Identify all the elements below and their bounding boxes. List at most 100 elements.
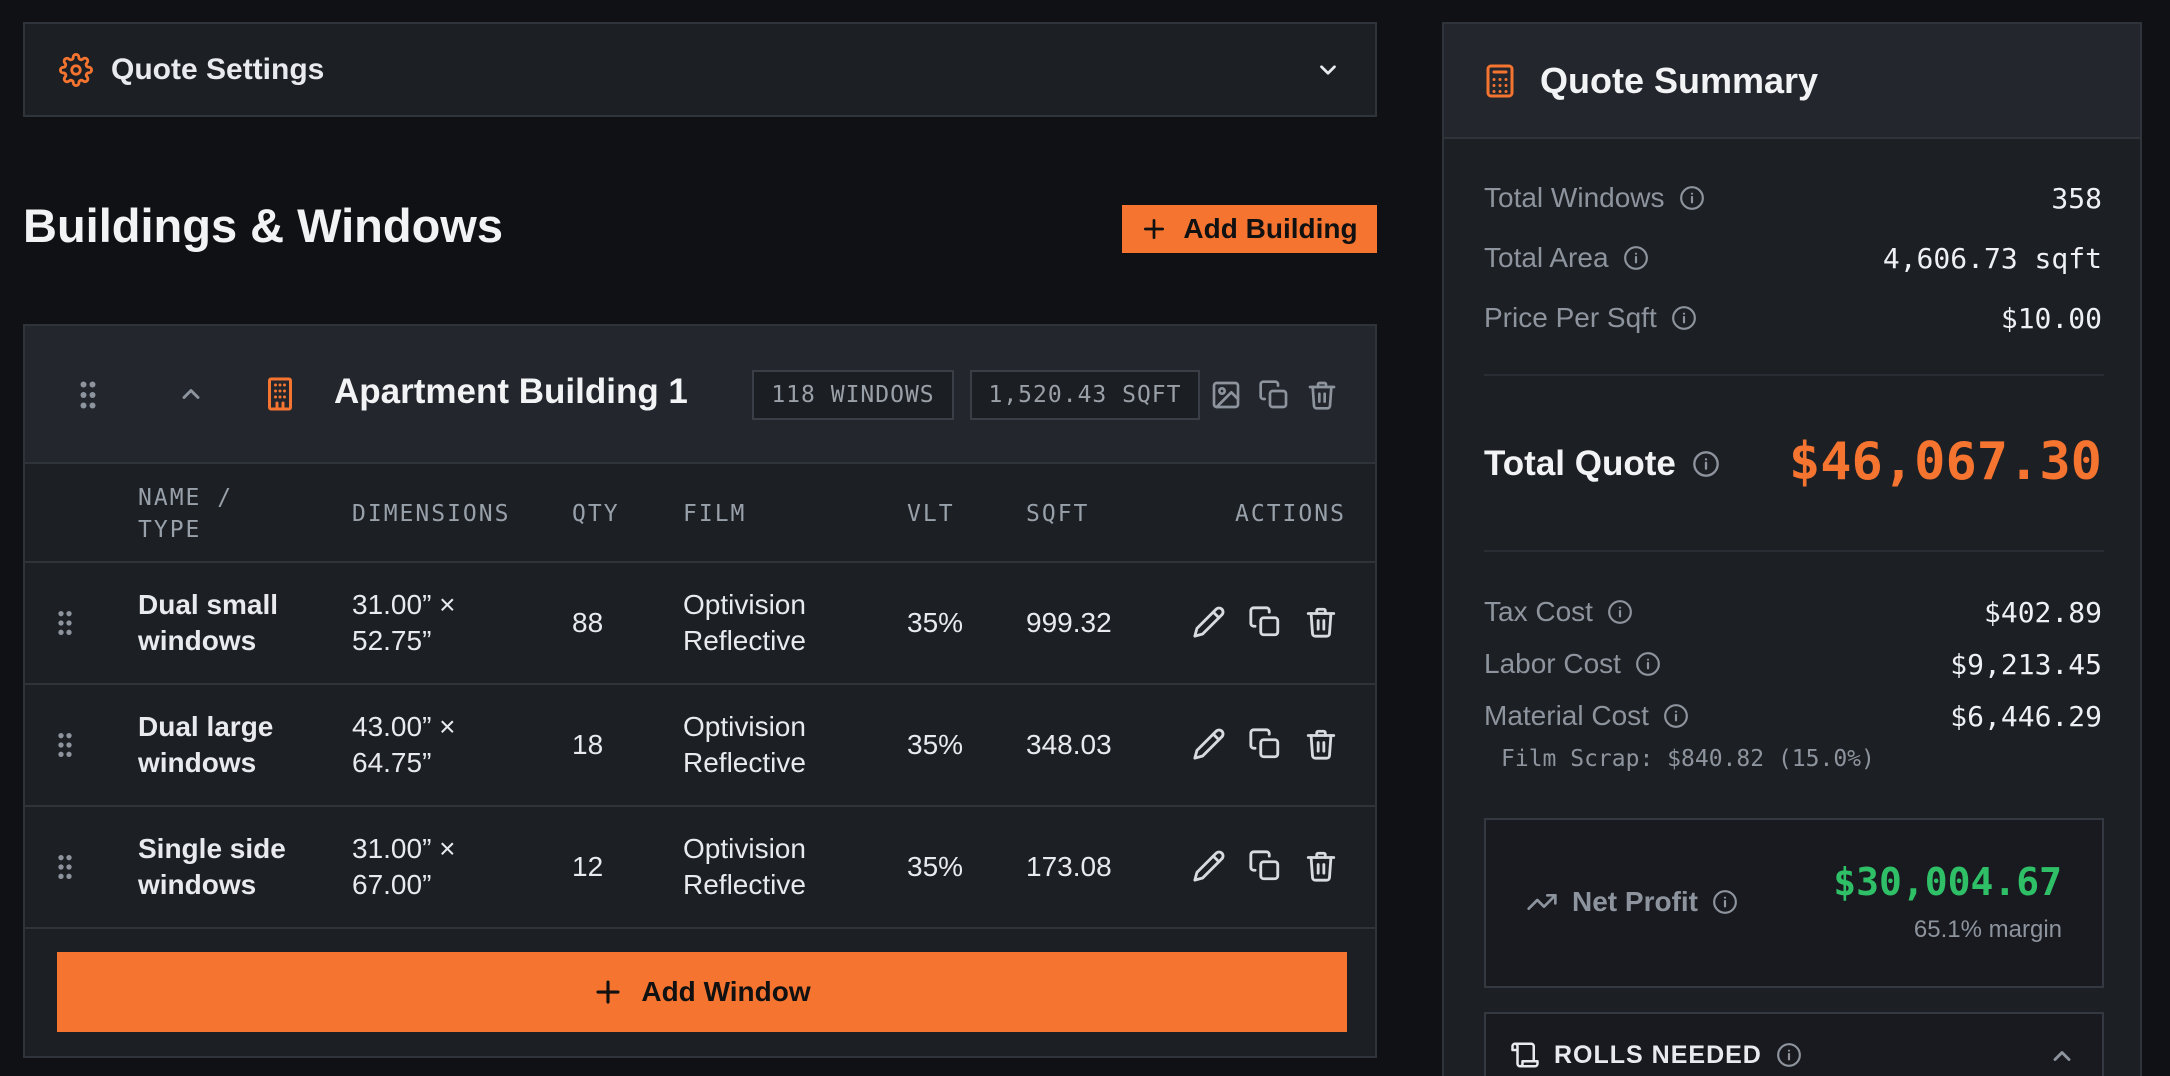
edit-icon[interactable] <box>1192 605 1226 639</box>
chevron-up-icon[interactable] <box>177 380 205 408</box>
window-qty: 12 <box>572 851 604 882</box>
calculator-icon <box>1482 62 1518 100</box>
window-vlt: 35% <box>907 851 964 882</box>
table-row: Single side windows 31.00” × 67.00” 12 O… <box>25 807 1375 929</box>
quote-summary-panel: Quote Summary Total Windows 358 Total Ar… <box>1442 22 2142 1076</box>
column-header-sqft: SQFT <box>1026 501 1090 527</box>
chevron-down-icon[interactable] <box>1315 57 1341 83</box>
column-header-vlt: VLT <box>907 501 955 527</box>
drag-handle-icon[interactable] <box>79 380 97 410</box>
trash-icon[interactable] <box>1304 727 1338 761</box>
duplicate-building-icon[interactable] <box>1258 379 1290 411</box>
quote-settings-title: Quote Settings <box>111 52 325 86</box>
column-header-dimensions: DIMENSIONS <box>352 501 511 527</box>
profit-margin: 65.1% margin <box>1913 916 2062 943</box>
info-icon[interactable] <box>1635 651 1661 677</box>
edit-icon[interactable] <box>1192 849 1226 883</box>
copy-icon[interactable] <box>1248 605 1282 639</box>
tax-cost-label: Tax Cost <box>1484 596 1593 627</box>
trash-icon[interactable] <box>1304 849 1338 883</box>
info-icon[interactable] <box>1623 245 1649 271</box>
image-icon[interactable] <box>1210 379 1242 411</box>
building-icon <box>262 376 298 412</box>
add-window-button[interactable]: Add Window <box>57 952 1347 1032</box>
quote-summary-header: Quote Summary <box>1444 24 2140 139</box>
window-name: Single side windows <box>138 833 286 900</box>
row-drag-handle-icon[interactable] <box>57 853 73 881</box>
chevron-up-icon[interactable] <box>2048 1042 2076 1070</box>
info-icon[interactable] <box>1607 599 1633 625</box>
quote-summary-title: Quote Summary <box>1540 60 1819 101</box>
total-quote-label: Total Quote <box>1484 444 1676 483</box>
labor-cost-row: Labor Cost <box>1484 648 1661 680</box>
building-name: Apartment Building 1 <box>334 372 688 411</box>
material-cost-row: Material Cost <box>1484 700 1689 732</box>
total-area-label: Total Area <box>1484 242 1609 273</box>
window-name: Dual small windows <box>138 589 279 656</box>
section-title: Buildings & Windows <box>23 199 503 252</box>
trash-icon[interactable] <box>1304 605 1338 639</box>
total-quote-row: Total Quote <box>1484 444 1720 484</box>
plus-icon <box>1141 216 1167 242</box>
window-qty: 88 <box>572 607 604 638</box>
total-windows-label: Total Windows <box>1484 182 1665 213</box>
window-film: Optivision Reflective <box>683 833 806 900</box>
building-card: Apartment Building 1 118 WINDOWS 1,520.4… <box>23 324 1377 1058</box>
total-quote-value: $46,067.30 <box>1788 432 2102 492</box>
row-actions <box>1192 849 1338 883</box>
net-profit-row: Net Profit <box>1526 886 1738 918</box>
tax-cost-value: $402.89 <box>1983 596 2102 629</box>
window-vlt: 35% <box>907 607 964 638</box>
table-row: Dual large windows 43.00” × 64.75” 18 Op… <box>25 685 1375 807</box>
window-sqft: 173.08 <box>1026 851 1112 882</box>
building-header: Apartment Building 1 118 WINDOWS 1,520.4… <box>25 326 1375 464</box>
info-icon[interactable] <box>1712 889 1738 915</box>
window-dimensions: 31.00” × 52.75” <box>352 589 456 656</box>
total-area-row: Total Area <box>1484 242 1649 274</box>
window-film: Optivision Reflective <box>683 711 806 778</box>
quote-settings-toggle[interactable]: Quote Settings <box>23 22 1377 117</box>
net-profit-label: Net Profit <box>1572 886 1698 917</box>
rolls-needed-label: ROLLS NEEDED <box>1554 1040 1762 1069</box>
window-vlt: 35% <box>907 729 964 760</box>
windows-count-badge: 118 WINDOWS <box>752 370 954 420</box>
table-row: Dual small windows 31.00” × 52.75” 88 Op… <box>25 563 1375 685</box>
info-icon[interactable] <box>1692 450 1720 478</box>
net-profit-value: $30,004.67 <box>1833 860 2062 904</box>
labor-cost-label: Labor Cost <box>1484 648 1621 679</box>
gear-icon <box>59 52 93 87</box>
row-drag-handle-icon[interactable] <box>57 609 73 637</box>
total-windows-value: 358 <box>2051 182 2102 215</box>
info-icon[interactable] <box>1663 703 1689 729</box>
info-icon[interactable] <box>1776 1042 1802 1068</box>
labor-cost-value: $9,213.45 <box>1950 648 2102 681</box>
rolls-needed-section[interactable]: ROLLS NEEDED <box>1484 1012 2104 1076</box>
price-per-sqft-label: Price Per Sqft <box>1484 302 1657 333</box>
sqft-badge: 1,520.43 SQFT <box>970 370 1200 420</box>
window-sqft: 348.03 <box>1026 729 1112 760</box>
info-icon[interactable] <box>1671 305 1697 331</box>
column-header-qty: QTY <box>572 501 620 527</box>
window-sqft: 999.32 <box>1026 607 1112 638</box>
copy-icon[interactable] <box>1248 727 1282 761</box>
add-building-button[interactable]: Add Building <box>1122 205 1377 253</box>
plus-icon <box>593 977 623 1007</box>
column-header-actions: ACTIONS <box>1235 501 1346 527</box>
window-film: Optivision Reflective <box>683 589 806 656</box>
delete-building-icon[interactable] <box>1306 379 1338 411</box>
price-per-sqft-value: $10.00 <box>2000 302 2102 335</box>
price-per-sqft-row: Price Per Sqft <box>1484 302 1697 334</box>
edit-icon[interactable] <box>1192 727 1226 761</box>
row-drag-handle-icon[interactable] <box>57 731 73 759</box>
window-dimensions: 31.00” × 67.00” <box>352 833 456 900</box>
net-profit-card: Net Profit $30,004.67 65.1% margin <box>1484 818 2104 988</box>
info-icon[interactable] <box>1679 185 1705 211</box>
scroll-icon <box>1510 1040 1540 1070</box>
total-area-value: 4,606.73 sqft <box>1882 242 2102 275</box>
add-building-label: Add Building <box>1183 213 1358 244</box>
trending-up-icon <box>1526 886 1558 918</box>
column-header-film: FILM <box>683 501 747 527</box>
window-dimensions: 43.00” × 64.75” <box>352 711 456 778</box>
copy-icon[interactable] <box>1248 849 1282 883</box>
divider <box>1484 374 2104 376</box>
